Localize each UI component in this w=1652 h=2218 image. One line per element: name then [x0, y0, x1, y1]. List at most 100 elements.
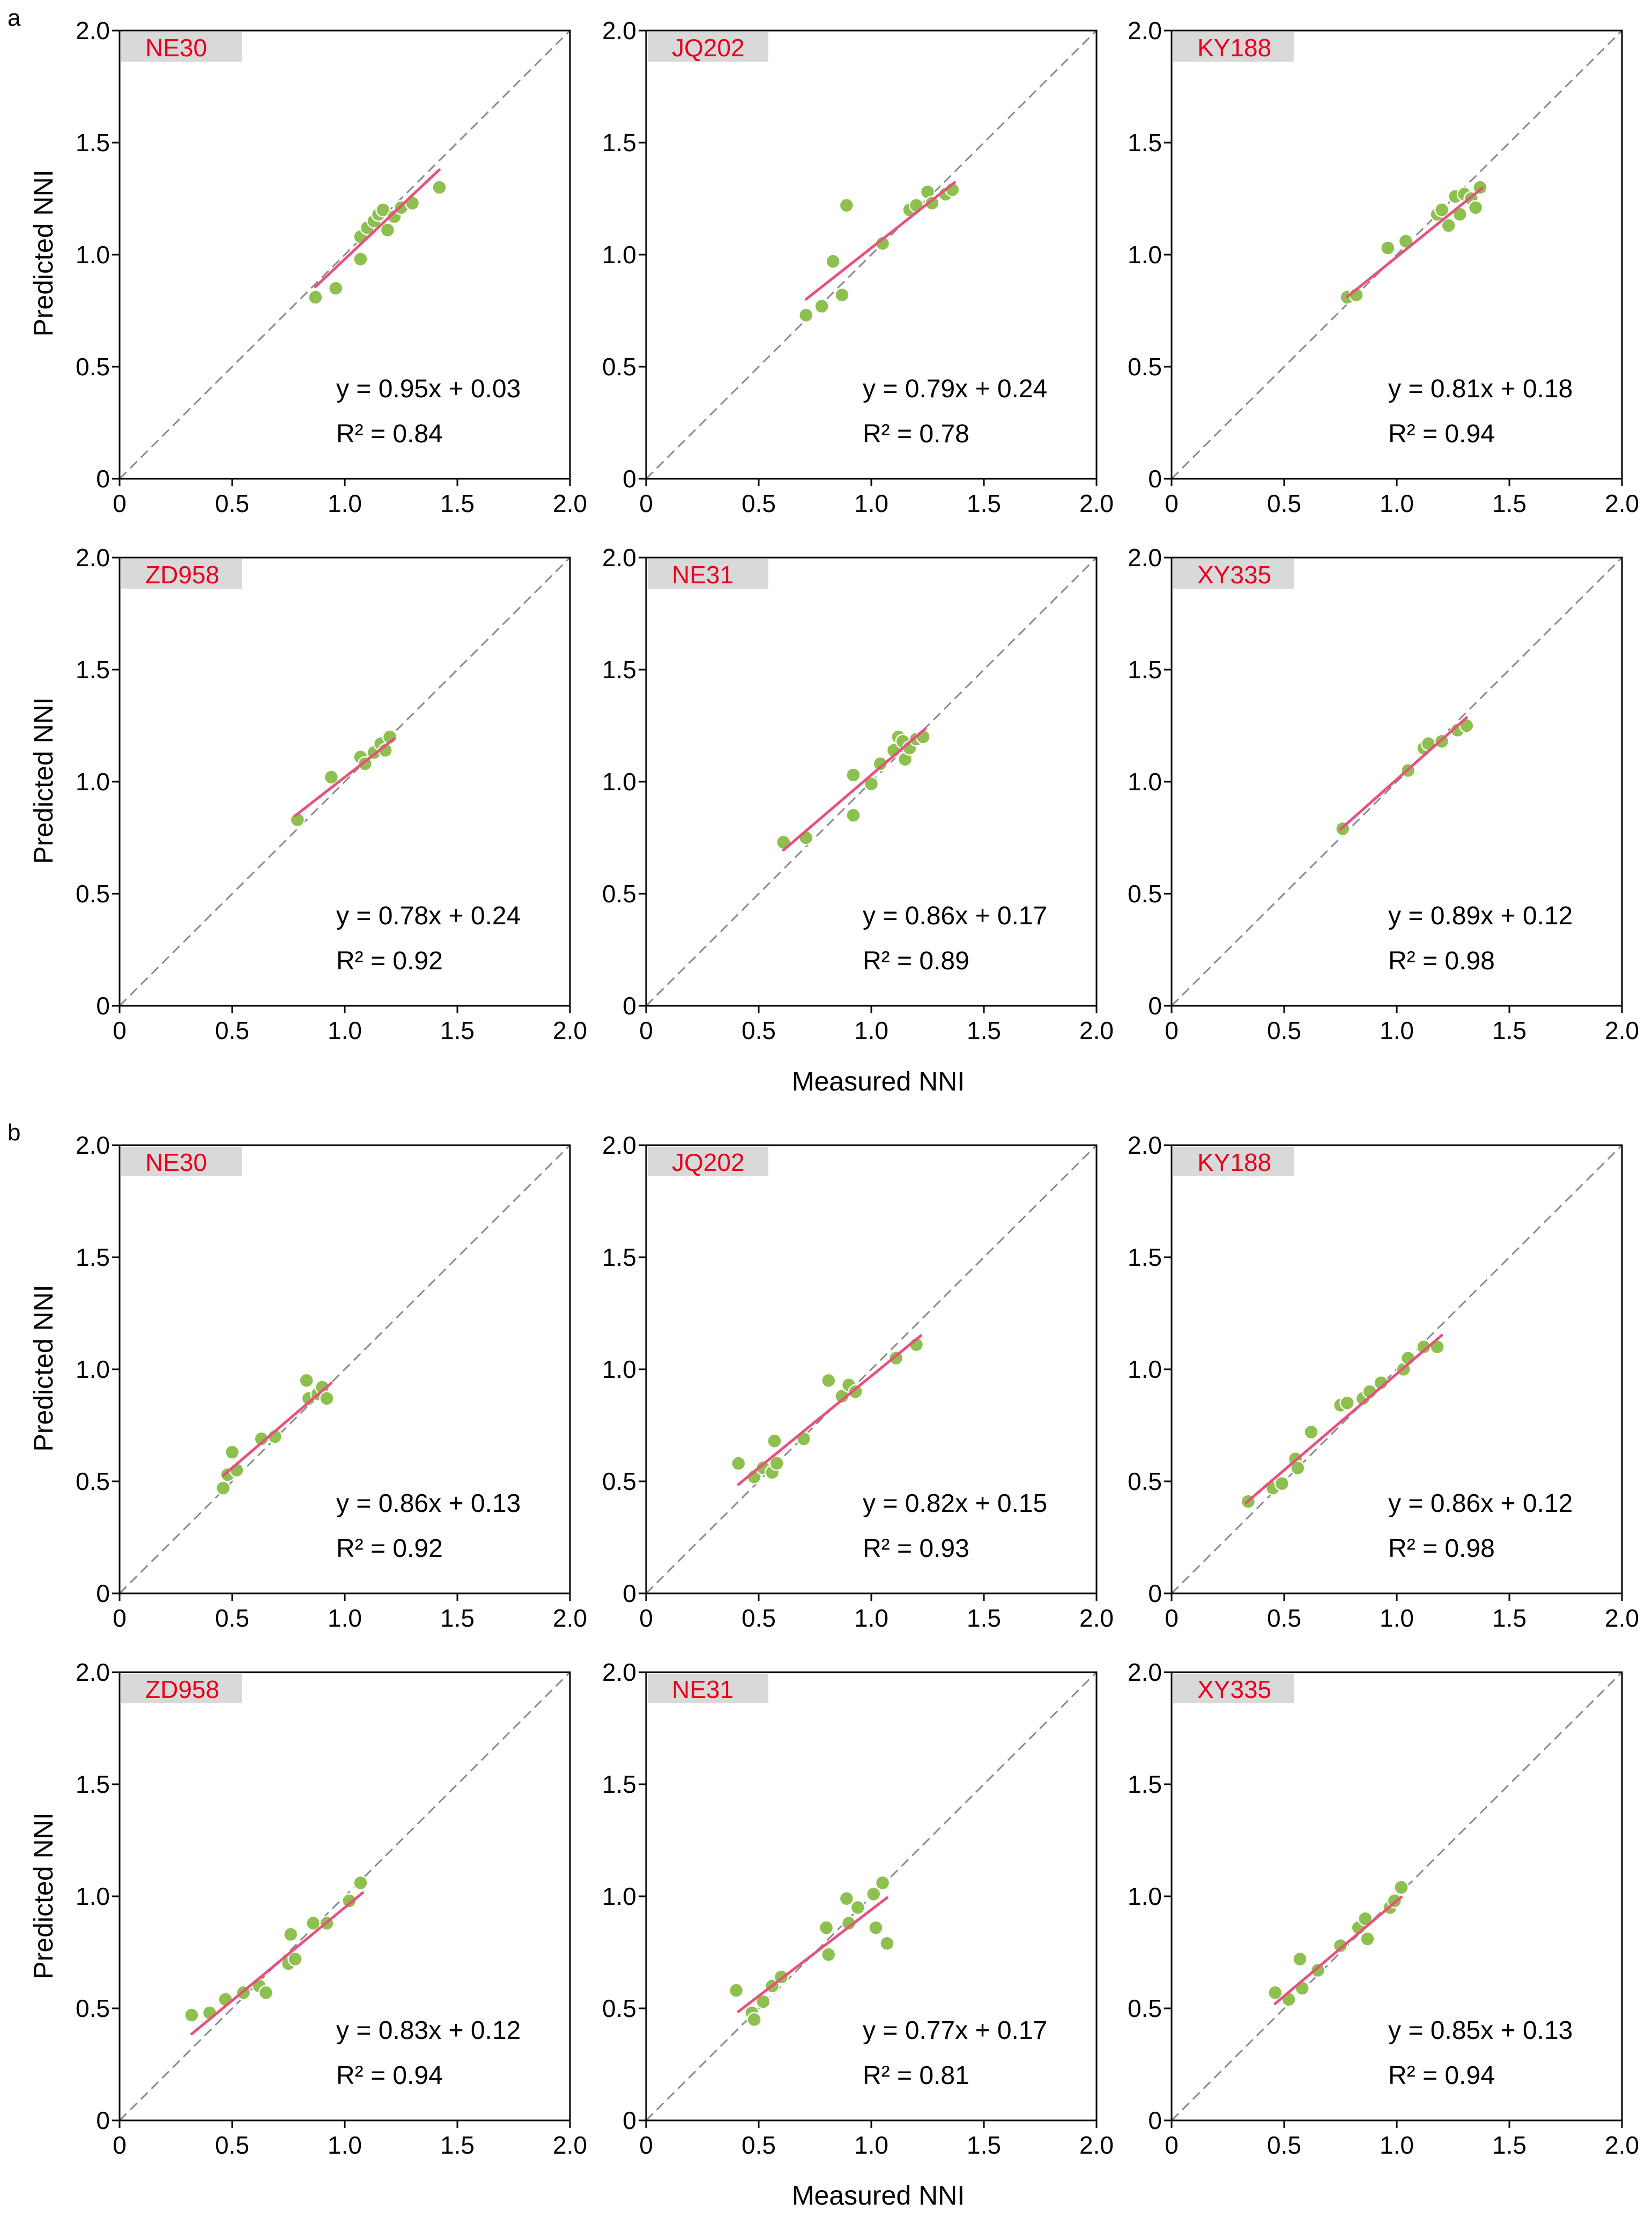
fit-line — [1339, 716, 1468, 831]
cultivar-label-bg — [648, 559, 768, 589]
y-axis-title-a-row1: Predicted NNI — [28, 169, 58, 336]
identity-line — [1171, 29, 1623, 480]
y-tick-label: 2.0 — [76, 1131, 110, 1159]
data-point — [299, 1373, 314, 1389]
y-tick-label: 2.0 — [76, 17, 110, 44]
x-tick-label: 0 — [639, 489, 653, 517]
regression-equation: y = 0.79x + 0.24 — [863, 375, 1047, 403]
plot-a-ky188: 00 0.5 0.5 1.0 1.0 1.5 1.5 2.0 2.0 KY188 y = 0.81x… — [1128, 17, 1639, 517]
y-tick-label: 2.0 — [1128, 17, 1162, 44]
regression-equation: y = 0.95x + 0.03 — [336, 375, 521, 403]
plot-frame — [1171, 1671, 1623, 2121]
identity-line — [645, 1144, 1098, 1594]
data-point — [839, 1890, 855, 1907]
x-axis-title-b: Measured NNI — [792, 2180, 965, 2210]
x-tick-label: 1.0 — [854, 1017, 888, 1044]
plot-b-ne30: 00 0.5 0.5 1.0 1.0 1.5 1.5 2.0 2.0 NE30 y = 0.86x … — [76, 1131, 587, 1632]
cultivar-label-bg — [648, 1147, 768, 1176]
cultivar-label: KY188 — [1197, 34, 1271, 62]
y-tick-label: 0 — [623, 465, 636, 493]
x-tick-label: 2.0 — [1079, 2131, 1114, 2159]
panel-label-a: a — [8, 5, 21, 31]
data-point — [875, 1875, 891, 1891]
r-squared-label: R² = 0.92 — [336, 1534, 443, 1563]
x-tick-label: 1.5 — [440, 1017, 475, 1044]
data-point — [1332, 1938, 1349, 1954]
y-tick-label: 0.5 — [602, 880, 636, 908]
x-tick-label: 0.5 — [1267, 1017, 1301, 1044]
data-point — [746, 2012, 762, 2028]
x-tick-label: 0 — [639, 2131, 653, 2159]
x-tick-label: 1.5 — [1492, 489, 1527, 517]
y-tick-label: 1.5 — [76, 1770, 110, 1798]
y-tick-label: 2.0 — [602, 1131, 636, 1159]
r-squared-label: R² = 0.89 — [863, 947, 969, 975]
r-squared-label: R² = 0.78 — [863, 420, 969, 448]
panel-label-b: b — [8, 1119, 20, 1146]
data-point — [215, 1480, 231, 1496]
y-axis-title-b-row2: Predicted NNI — [28, 1812, 58, 1979]
x-tick-label: 0.5 — [215, 2131, 249, 2159]
x-tick-label: 1.0 — [854, 1604, 888, 1632]
data-point — [184, 2007, 199, 2023]
y-tick-label: 1.5 — [76, 129, 110, 157]
cultivar-label-bg — [121, 559, 242, 589]
fit-line — [190, 1891, 365, 2036]
y-tick-label: 1.5 — [76, 656, 110, 684]
x-tick-label: 2.0 — [553, 1017, 587, 1044]
plot-b-xy335: 00 0.5 0.5 1.0 1.0 1.5 1.5 2.0 2.0 XY335 y = 0.85x… — [1128, 1658, 1639, 2159]
x-tick-label: 0 — [113, 2131, 127, 2159]
x-tick-label: 1.5 — [967, 1017, 1001, 1044]
cultivar-label: NE30 — [145, 1148, 207, 1176]
cultivar-label: KY188 — [1197, 1148, 1271, 1176]
x-tick-label: 1.0 — [328, 1017, 362, 1044]
cultivar-label-bg — [648, 32, 768, 62]
y-tick-label: 2.0 — [76, 544, 110, 572]
y-tick-label: 1.0 — [602, 241, 636, 269]
fit-line — [804, 181, 956, 301]
fit-line — [782, 727, 927, 852]
plot-b-zd958: 00 0.5 0.5 1.0 1.0 1.5 1.5 2.0 2.0 ZD958 y = 0.83x… — [76, 1658, 587, 2159]
r-squared-label: R² = 0.94 — [1388, 420, 1495, 448]
x-tick-label: 1.5 — [440, 489, 475, 517]
cultivar-label: XY335 — [1197, 561, 1271, 589]
x-tick-label: 0 — [1165, 1017, 1179, 1044]
y-tick-label: 1.0 — [602, 768, 636, 796]
x-tick-label: 1.5 — [440, 1604, 475, 1632]
y-tick-label: 0.5 — [76, 1467, 110, 1495]
data-point — [353, 1875, 368, 1891]
x-tick-label: 0.5 — [1267, 2131, 1301, 2159]
data-point — [1468, 199, 1484, 216]
plot-frame — [1171, 557, 1623, 1007]
x-tick-label: 1.5 — [967, 1604, 1001, 1632]
data-point — [218, 1992, 233, 2007]
y-tick-label: 0.5 — [76, 1994, 110, 2022]
x-tick-label: 1.0 — [1380, 1017, 1414, 1044]
fit-line — [737, 1334, 922, 1486]
data-point — [868, 1920, 884, 1935]
plot-frame — [645, 1144, 1098, 1594]
cultivar-label: NE31 — [672, 1675, 734, 1703]
data-point — [1303, 1424, 1319, 1440]
data-point — [224, 1444, 240, 1460]
data-point — [1339, 1395, 1355, 1411]
data-point — [380, 222, 396, 238]
y-tick-label: 0.5 — [76, 880, 110, 908]
r-squared-label: R² = 0.84 — [336, 420, 443, 448]
cultivar-label-bg — [1173, 559, 1294, 589]
identity-line — [118, 29, 571, 480]
regression-equation: y = 0.85x + 0.13 — [1388, 2016, 1573, 2045]
y-tick-label: 2.0 — [602, 544, 636, 572]
x-tick-label: 1.5 — [967, 489, 1001, 517]
data-point — [283, 1926, 299, 1942]
data-point — [375, 202, 391, 218]
fit-line — [1346, 187, 1484, 299]
x-axis-title-a: Measured NNI — [792, 1066, 965, 1096]
y-tick-label: 1.5 — [1128, 129, 1162, 157]
data-point — [1441, 218, 1456, 233]
y-tick-label: 0 — [96, 2106, 110, 2134]
x-tick-label: 0.5 — [742, 1604, 776, 1632]
x-tick-label: 0 — [1165, 2131, 1179, 2159]
y-tick-label: 0 — [96, 992, 110, 1020]
